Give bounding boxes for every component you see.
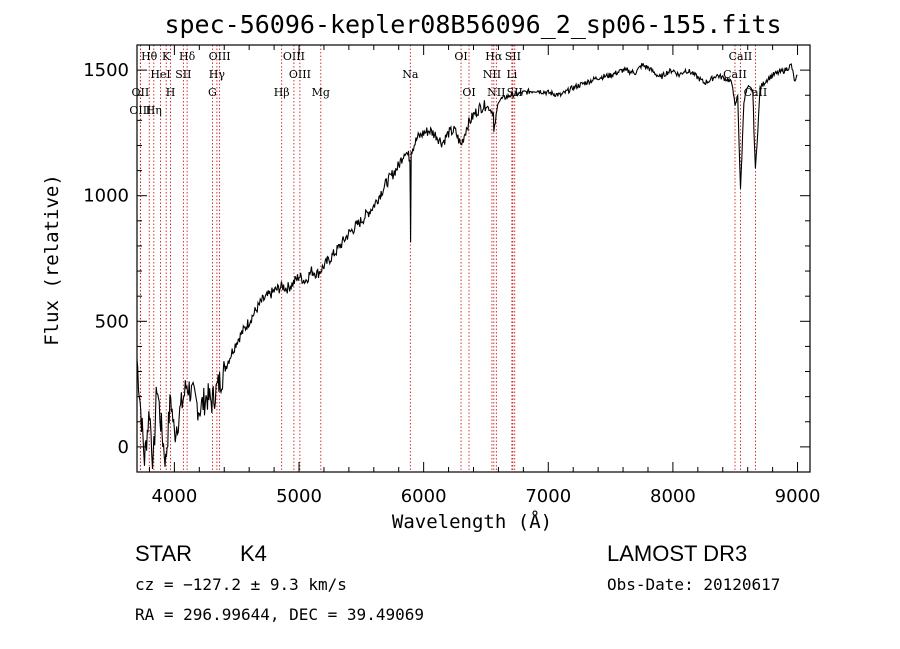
spectral-line-label: Hθ [141,50,158,63]
spectral-line-label: K [162,50,171,63]
spectral-line-label: Li [506,68,517,81]
spectral-line-label: H [166,86,176,99]
survey-name: LAMOST DR3 [607,541,748,566]
spectral-line-label: CaII [729,50,753,63]
chart-title: spec-56096-kepler08B56096_2_sp06-155.fit… [164,10,781,39]
object-class: STAR [135,541,193,566]
spectral-line-label: Hη [146,104,162,117]
spectral-line-label: Hα [485,50,503,63]
spectral-line-label: HeI [150,68,170,81]
spectral-line-markers [139,45,756,472]
spectral-line-label: Mg [312,86,330,99]
x-tick-label: 7000 [525,486,571,507]
spectral-line-label: Hγ [209,68,226,81]
spectral-line-label: SII [505,50,521,63]
object-subclass: K4 [240,541,267,566]
x-tick-label: 8000 [650,486,696,507]
spectral-line-label: OI [454,50,467,63]
spectral-line-label: OI [462,86,475,99]
spectral-line-label: OII [132,86,150,99]
y-tick-label: 1000 [83,186,129,207]
spectral-line-label: NII [483,68,501,81]
redshift-velocity: cz = −127.2 ± 9.3 km/s [135,575,347,594]
spectral-line-label: G [208,86,217,99]
spectral-line-label: Hβ [274,86,290,99]
y-tick-label: 0 [118,437,129,458]
x-tick-label: 9000 [775,486,821,507]
spectral-line-label: OIII [289,68,311,81]
spectral-line-label: OIII [209,50,231,63]
x-tick-label: 5000 [276,486,322,507]
observation-date: Obs-Date: 20120617 [607,575,781,594]
x-axis-label: Wavelength (Å) [392,510,552,533]
y-axis-ticks: 0 500 1000 1500 [83,44,810,473]
y-tick-label: 1500 [83,60,129,81]
spectral-line-label: SII [175,68,191,81]
spectral-line-label: OIII [129,104,151,117]
x-tick-label: 4000 [151,486,197,507]
spectrum-series-line [136,62,798,470]
coordinates: RA = 296.99644, DEC = 39.49069 [135,605,424,624]
y-tick-label: 500 [95,311,129,332]
spectral-line-label: OIII [283,50,305,63]
y-axis-label: Flux (relative) [41,174,63,346]
spectral-line-label: Na [402,68,419,81]
spectrum-chart: spec-56096-kepler08B56096_2_sp06-155.fit… [41,10,821,533]
plot-frame [136,44,811,473]
x-axis-ticks: 4000 5000 6000 7000 8000 9000 [148,45,821,507]
spectral-line-label: NII [487,86,505,99]
x-tick-label: 6000 [401,486,447,507]
spectral-line-label: Hδ [179,50,196,63]
